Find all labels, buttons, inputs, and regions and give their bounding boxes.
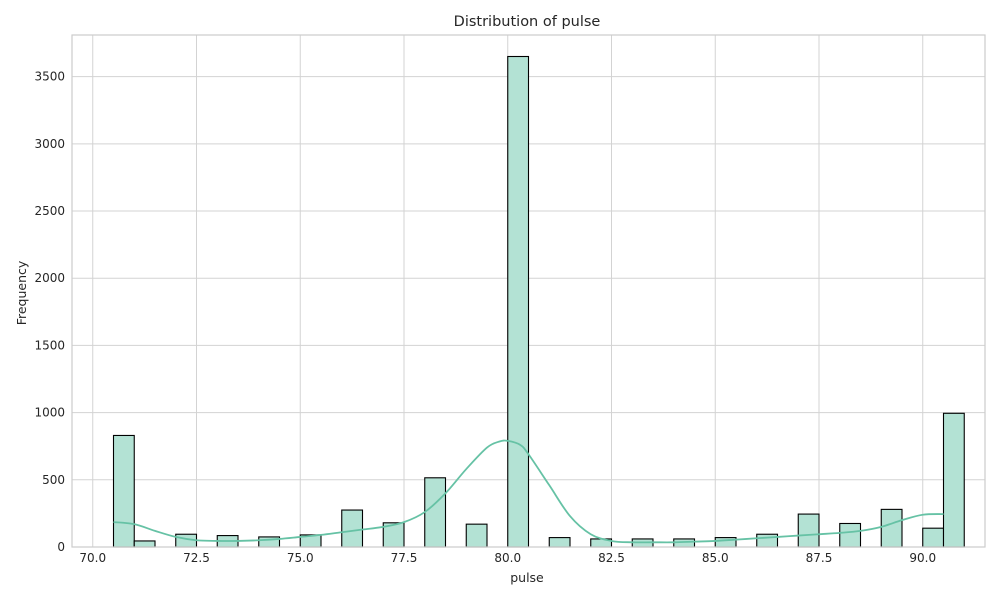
y-tick-label: 2500 (34, 204, 65, 218)
histogram-bars (112, 55, 965, 548)
y-tick-label: 2000 (34, 271, 65, 285)
y-tick-label: 1000 (34, 406, 65, 420)
x-tick-label: 75.0 (287, 551, 314, 565)
x-tick-label: 70.0 (79, 551, 106, 565)
histogram-bar (424, 477, 447, 548)
histogram-bar (922, 527, 945, 548)
x-tick-label: 85.0 (702, 551, 729, 565)
histogram-bar (839, 522, 862, 548)
chart-title: Distribution of pulse (454, 14, 601, 30)
x-tick-label: 77.5 (391, 551, 418, 565)
histogram-bar (341, 509, 364, 548)
histogram-bar (112, 434, 135, 548)
x-tick-label: 90.0 (909, 551, 936, 565)
histogram-bar (548, 537, 571, 548)
x-tick-label: 72.5 (183, 551, 210, 565)
histogram-bar (756, 533, 779, 548)
y-tick-labels: 0 500 1000 1500 2000 2500 3000 3500 (34, 70, 65, 554)
y-tick-label: 0 (57, 540, 65, 554)
x-axis-label: pulse (510, 570, 544, 585)
x-tick-labels: 70.0 72.5 75.0 77.5 80.0 82.5 85.0 87.5 90.0 (79, 551, 936, 565)
x-tick-label: 87.5 (806, 551, 833, 565)
y-tick-label: 3000 (34, 137, 65, 151)
histogram-bar (942, 412, 965, 548)
histogram-bar (797, 513, 820, 548)
y-tick-label: 1500 (34, 338, 65, 352)
kde-curve (113, 439, 944, 544)
x-tick-label: 80.0 (494, 551, 521, 565)
y-tick-label: 500 (42, 473, 65, 487)
histogram-bar (465, 523, 488, 548)
histogram-bar (880, 508, 903, 548)
axes-frame (71, 34, 986, 548)
y-axis-label: Frequency (14, 260, 29, 325)
histogram-bar (133, 540, 156, 548)
histogram-bar (507, 55, 530, 548)
x-tick-label: 82.5 (598, 551, 625, 565)
y-tick-label: 3500 (34, 70, 65, 84)
kde-curve-layer (113, 439, 944, 544)
